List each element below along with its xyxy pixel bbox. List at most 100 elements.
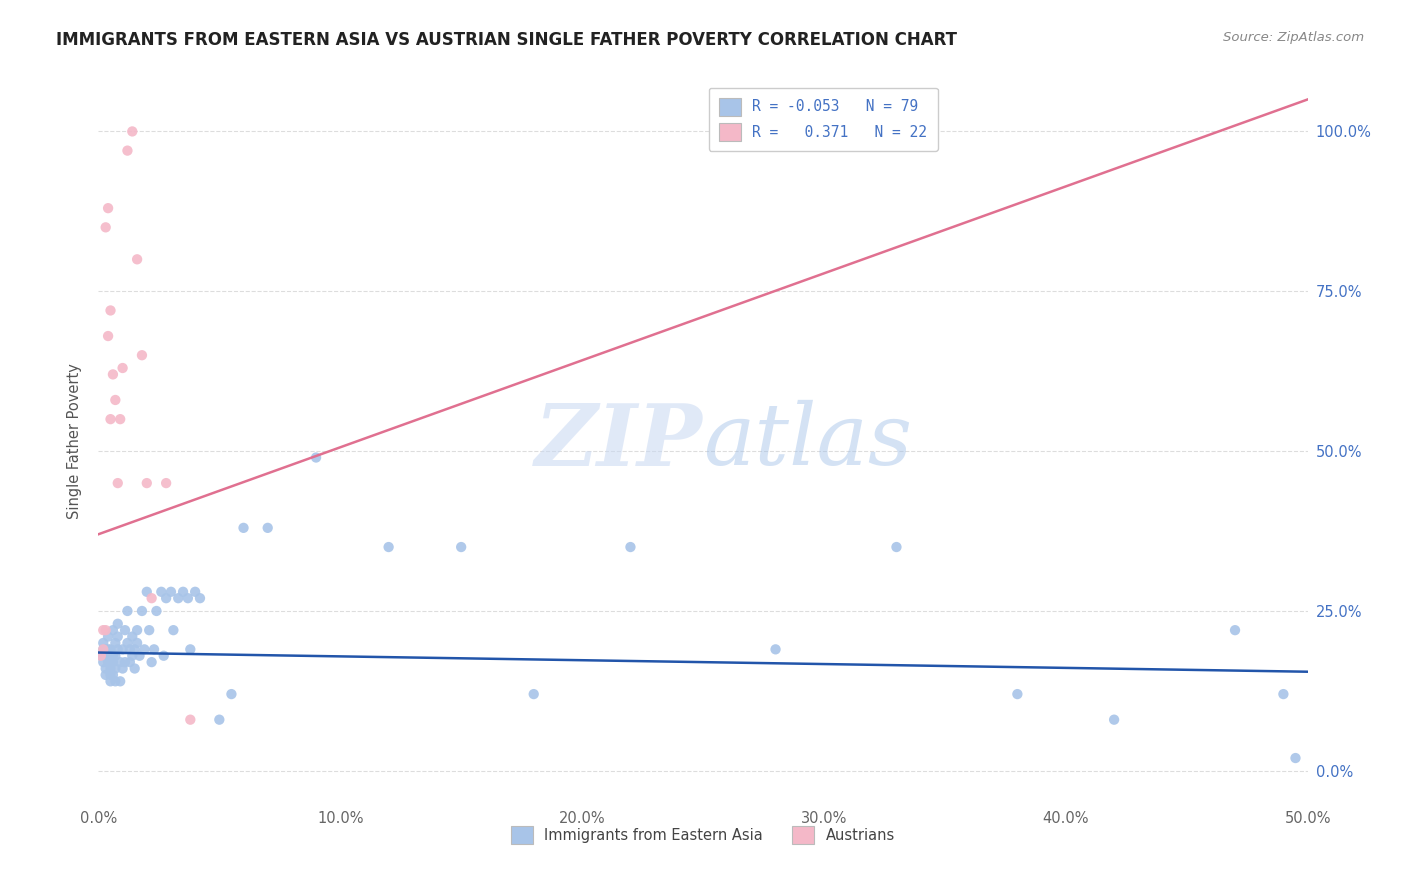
Point	[886, 540, 908, 554]
Point	[107, 616, 129, 631]
Point	[94, 668, 117, 682]
Point	[134, 642, 156, 657]
Point	[150, 584, 173, 599]
Point	[1102, 713, 1125, 727]
Point	[100, 412, 122, 426]
Point	[111, 361, 134, 376]
Point	[94, 642, 117, 657]
Point	[305, 450, 328, 465]
Point	[127, 636, 149, 650]
Point	[90, 648, 112, 663]
Point	[124, 661, 146, 675]
Point	[1284, 751, 1306, 765]
Point	[179, 642, 201, 657]
Point	[135, 584, 157, 599]
Point	[94, 648, 117, 663]
Point	[232, 521, 254, 535]
Point	[104, 674, 127, 689]
Point	[104, 648, 127, 663]
Point	[117, 604, 139, 618]
Point	[121, 630, 143, 644]
Point	[118, 642, 141, 657]
Point	[100, 303, 122, 318]
Point	[111, 661, 134, 675]
Point	[160, 584, 183, 599]
Point	[108, 655, 131, 669]
Point	[117, 636, 139, 650]
Point	[450, 540, 472, 554]
Point	[121, 648, 143, 663]
Point	[101, 668, 124, 682]
Point	[155, 591, 177, 606]
Point	[91, 636, 114, 650]
Point	[131, 604, 153, 618]
Point	[100, 642, 122, 657]
Point	[101, 648, 124, 663]
Point	[111, 642, 134, 657]
Point	[94, 661, 117, 675]
Point	[97, 329, 120, 343]
Legend: Immigrants from Eastern Asia, Austrians: Immigrants from Eastern Asia, Austrians	[505, 821, 901, 850]
Point	[91, 642, 114, 657]
Y-axis label: Single Father Poverty: Single Father Poverty	[66, 364, 82, 519]
Point	[1007, 687, 1029, 701]
Point	[177, 591, 200, 606]
Point	[145, 604, 167, 618]
Point	[114, 655, 136, 669]
Point	[101, 623, 124, 637]
Point	[114, 623, 136, 637]
Point	[91, 623, 114, 637]
Point	[162, 623, 184, 637]
Point	[121, 124, 143, 138]
Point	[172, 584, 194, 599]
Point	[97, 201, 120, 215]
Point	[104, 392, 127, 407]
Point	[91, 655, 114, 669]
Point	[619, 540, 641, 554]
Point	[100, 655, 122, 669]
Point	[97, 655, 120, 669]
Point	[188, 591, 211, 606]
Point	[94, 623, 117, 637]
Point	[107, 476, 129, 491]
Point	[523, 687, 546, 701]
Point	[377, 540, 399, 554]
Point	[90, 648, 112, 663]
Point	[101, 368, 124, 382]
Text: atlas: atlas	[703, 401, 912, 483]
Point	[131, 348, 153, 362]
Point	[91, 642, 114, 657]
Point	[124, 642, 146, 657]
Point	[107, 630, 129, 644]
Point	[107, 642, 129, 657]
Point	[117, 144, 139, 158]
Point	[100, 674, 122, 689]
Point	[167, 591, 190, 606]
Point	[100, 668, 122, 682]
Text: Source: ZipAtlas.com: Source: ZipAtlas.com	[1223, 31, 1364, 45]
Point	[184, 584, 207, 599]
Point	[97, 630, 120, 644]
Point	[127, 252, 149, 267]
Point	[104, 636, 127, 650]
Point	[221, 687, 243, 701]
Point	[256, 521, 278, 535]
Point	[108, 674, 131, 689]
Point	[97, 642, 120, 657]
Point	[155, 476, 177, 491]
Point	[141, 591, 163, 606]
Point	[135, 476, 157, 491]
Point	[128, 648, 150, 663]
Point	[118, 655, 141, 669]
Point	[138, 623, 160, 637]
Point	[143, 642, 166, 657]
Point	[152, 648, 174, 663]
Point	[208, 713, 231, 727]
Point	[141, 655, 163, 669]
Text: ZIP: ZIP	[536, 400, 703, 483]
Point	[108, 412, 131, 426]
Point	[104, 661, 127, 675]
Point	[179, 713, 201, 727]
Point	[94, 220, 117, 235]
Point	[100, 661, 122, 675]
